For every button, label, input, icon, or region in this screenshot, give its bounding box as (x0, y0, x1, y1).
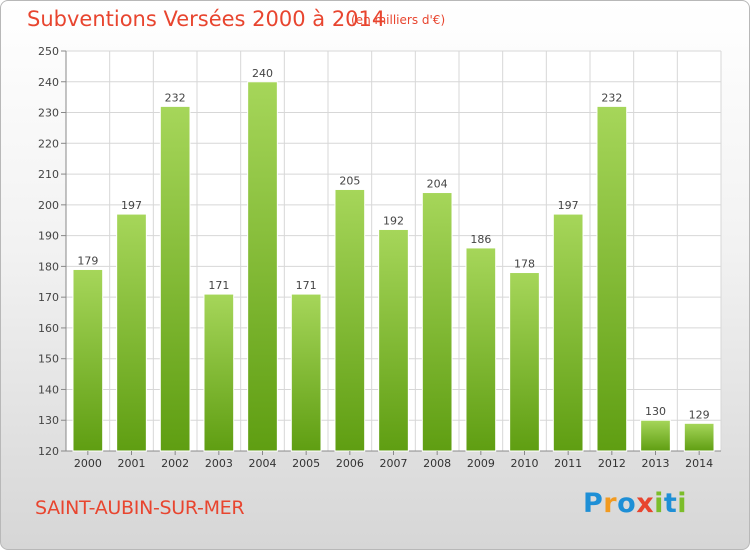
bar (159, 105, 191, 452)
x-tick-label: 2008 (423, 457, 451, 470)
bar-value-label: 179 (77, 254, 98, 267)
proxiti-logo: Proxiti (583, 488, 687, 519)
x-tick-label: 2010 (511, 457, 539, 470)
bar-value-label: 205 (339, 174, 360, 187)
y-tick-label: 130 (38, 414, 59, 427)
bar-value-label: 171 (296, 279, 317, 292)
x-tick-label: 2001 (118, 457, 146, 470)
chart-title: Subventions Versées 2000 à 2014 (27, 7, 386, 31)
logo-letter: o (617, 488, 637, 519)
y-tick-label: 120 (38, 445, 59, 458)
y-tick-label: 220 (38, 137, 59, 150)
logo-letter: i (677, 488, 688, 519)
y-tick-label: 200 (38, 199, 59, 212)
bar-value-label: 197 (121, 199, 142, 212)
bar (203, 293, 235, 452)
x-tick-label: 2007 (380, 457, 408, 470)
y-tick-label: 230 (38, 107, 59, 120)
y-tick-label: 190 (38, 230, 59, 243)
logo-letter: r (603, 488, 618, 519)
bar-value-label: 178 (514, 258, 535, 271)
y-tick-label: 180 (38, 260, 59, 273)
commune-name: SAINT-AUBIN-SUR-MER (35, 497, 245, 519)
bar-value-label: 186 (470, 233, 491, 246)
y-tick-label: 150 (38, 353, 59, 366)
x-tick-label: 2002 (161, 457, 189, 470)
x-tick-label: 2004 (249, 457, 277, 470)
x-tick-label: 2012 (598, 457, 626, 470)
bar (378, 228, 409, 452)
bar (421, 192, 453, 452)
bar-value-label: 129 (689, 408, 710, 421)
bar (72, 268, 104, 452)
bar-value-label: 192 (383, 214, 404, 227)
y-tick-label: 170 (38, 291, 59, 304)
x-tick-label: 2011 (554, 457, 582, 470)
bar (247, 81, 278, 452)
bar (334, 188, 366, 452)
x-tick-label: 2003 (205, 457, 233, 470)
x-tick-label: 2006 (336, 457, 364, 470)
bar (552, 213, 584, 452)
x-tick-label: 2005 (292, 457, 320, 470)
bar-value-label: 232 (601, 91, 622, 104)
logo-letter: i (654, 488, 664, 519)
x-tick-label: 2014 (685, 457, 713, 470)
bar-value-label: 130 (645, 405, 666, 418)
bar (290, 293, 322, 452)
bar (683, 422, 715, 452)
bar-value-label: 171 (208, 279, 229, 292)
bar (465, 247, 497, 452)
bar-value-label: 232 (165, 91, 186, 104)
logo-letter: t (663, 488, 678, 519)
y-tick-label: 240 (38, 76, 59, 89)
bar (509, 272, 540, 452)
y-tick-label: 160 (38, 322, 59, 335)
bar-value-label: 240 (252, 67, 273, 80)
x-tick-label: 2009 (467, 457, 495, 470)
x-tick-label: 2013 (642, 457, 670, 470)
y-tick-label: 210 (38, 168, 59, 181)
chart-unit-label: (en milliers d'€) (351, 13, 446, 27)
logo-letter: P (583, 488, 604, 519)
bar-value-label: 197 (558, 199, 579, 212)
y-tick-label: 140 (38, 383, 59, 396)
bar-value-label: 204 (427, 178, 448, 191)
logo-letter: x (636, 488, 655, 519)
y-tick-label: 250 (38, 45, 59, 58)
x-tick-label: 2000 (74, 457, 102, 470)
bar (116, 213, 147, 452)
bar (640, 419, 671, 452)
bar (596, 105, 628, 452)
